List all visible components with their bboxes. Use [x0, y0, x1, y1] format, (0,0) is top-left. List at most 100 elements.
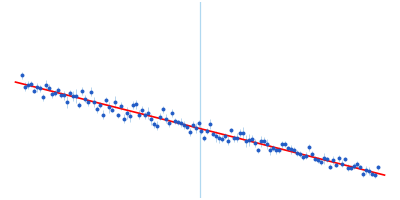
- Point: [243, 140, 250, 143]
- Point: [42, 83, 49, 86]
- Point: [100, 113, 106, 116]
- Point: [78, 89, 85, 93]
- Point: [345, 166, 352, 169]
- Point: [132, 103, 139, 106]
- Point: [19, 74, 25, 77]
- Point: [216, 137, 223, 140]
- Point: [219, 137, 226, 140]
- Point: [153, 124, 160, 127]
- Point: [291, 148, 298, 151]
- Point: [339, 162, 346, 165]
- Point: [234, 136, 241, 139]
- Point: [90, 100, 97, 104]
- Point: [36, 87, 43, 90]
- Point: [270, 146, 276, 149]
- Point: [282, 142, 288, 146]
- Point: [106, 106, 112, 109]
- Point: [255, 149, 262, 152]
- Point: [273, 149, 280, 152]
- Point: [312, 157, 318, 161]
- Point: [60, 94, 67, 97]
- Point: [207, 122, 214, 126]
- Point: [120, 117, 127, 120]
- Point: [363, 168, 370, 171]
- Point: [201, 136, 208, 139]
- Point: [240, 132, 247, 135]
- Point: [342, 157, 348, 160]
- Point: [369, 172, 375, 175]
- Point: [336, 157, 342, 160]
- Point: [204, 129, 211, 132]
- Point: [34, 86, 40, 89]
- Point: [159, 108, 166, 111]
- Point: [88, 90, 94, 93]
- Point: [294, 152, 300, 155]
- Point: [82, 97, 88, 100]
- Point: [324, 158, 330, 161]
- Point: [297, 153, 304, 156]
- Point: [94, 108, 100, 111]
- Point: [141, 114, 148, 117]
- Point: [186, 130, 193, 134]
- Point: [162, 117, 169, 120]
- Point: [198, 129, 205, 132]
- Point: [264, 142, 270, 146]
- Point: [130, 103, 136, 107]
- Point: [25, 83, 31, 87]
- Point: [138, 109, 145, 112]
- Point: [150, 123, 157, 126]
- Point: [321, 157, 328, 160]
- Point: [237, 131, 244, 134]
- Point: [354, 163, 360, 166]
- Point: [195, 122, 202, 125]
- Point: [52, 91, 58, 94]
- Point: [124, 111, 130, 115]
- Point: [267, 148, 274, 152]
- Point: [288, 148, 294, 151]
- Point: [118, 105, 124, 108]
- Point: [306, 146, 312, 149]
- Point: [351, 165, 358, 168]
- Point: [70, 94, 76, 98]
- Point: [174, 121, 181, 124]
- Point: [231, 137, 238, 140]
- Point: [58, 93, 64, 96]
- Point: [303, 154, 310, 157]
- Point: [72, 94, 79, 98]
- Point: [147, 118, 154, 121]
- Point: [309, 152, 316, 155]
- Point: [183, 125, 190, 128]
- Point: [64, 100, 70, 103]
- Point: [40, 96, 46, 99]
- Point: [222, 135, 229, 138]
- Point: [96, 104, 103, 107]
- Point: [330, 159, 336, 162]
- Point: [348, 166, 354, 169]
- Point: [180, 123, 187, 127]
- Point: [102, 98, 109, 102]
- Point: [54, 89, 61, 92]
- Point: [276, 148, 282, 151]
- Point: [112, 101, 118, 104]
- Point: [156, 115, 163, 118]
- Point: [258, 140, 264, 143]
- Point: [327, 165, 334, 168]
- Point: [372, 173, 378, 177]
- Point: [165, 121, 172, 125]
- Point: [261, 140, 268, 143]
- Point: [30, 89, 37, 92]
- Point: [114, 114, 121, 117]
- Point: [285, 147, 292, 150]
- Point: [22, 85, 28, 88]
- Point: [213, 135, 220, 138]
- Point: [210, 132, 217, 135]
- Point: [252, 142, 259, 145]
- Point: [357, 165, 364, 168]
- Point: [46, 86, 52, 89]
- Point: [76, 104, 82, 107]
- Point: [228, 129, 235, 132]
- Point: [246, 138, 253, 141]
- Point: [84, 100, 91, 104]
- Point: [360, 173, 366, 176]
- Point: [366, 170, 372, 173]
